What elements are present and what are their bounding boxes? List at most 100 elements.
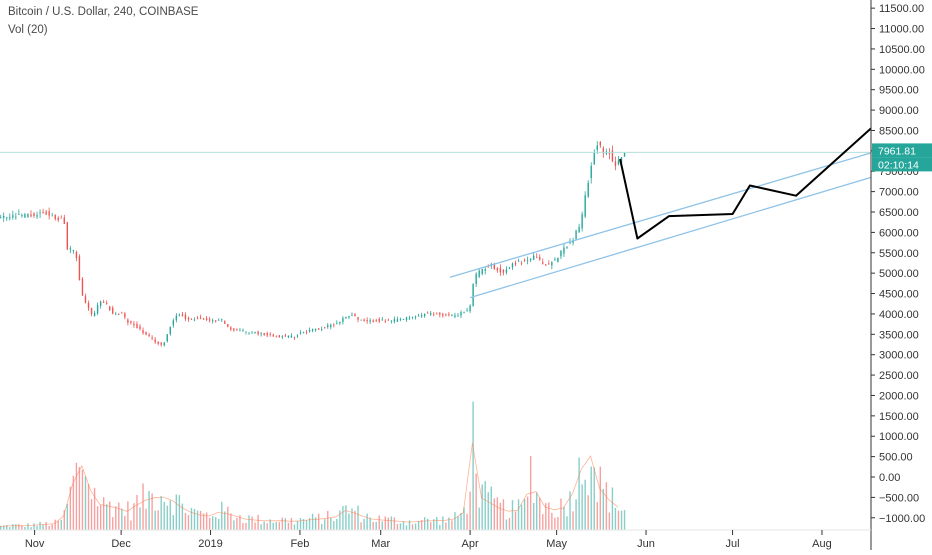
candle-body [90, 308, 93, 314]
volume-bar [221, 501, 223, 530]
volume-bar [311, 513, 314, 530]
volume-bar [327, 510, 329, 530]
candle-body [84, 296, 87, 303]
projection-path[interactable] [619, 127, 872, 240]
volume-bar [502, 499, 505, 530]
candle-body [387, 319, 390, 321]
candle-body [342, 317, 344, 322]
volume-bar [433, 519, 435, 530]
volume-bar [45, 522, 47, 530]
candle-body [211, 320, 214, 322]
volume-bar [109, 501, 111, 530]
candle-body [308, 330, 311, 332]
volume-bar [166, 505, 168, 530]
volume-bar [224, 511, 226, 530]
candle-body [436, 313, 438, 315]
candle-body [460, 312, 462, 316]
candle-body [517, 260, 520, 262]
candle-body [184, 314, 187, 319]
volume-bar [508, 518, 511, 530]
volume-bar [611, 487, 614, 530]
volume-bar [148, 490, 150, 530]
candle-body [142, 330, 144, 334]
volume-bar [66, 504, 69, 530]
candle-body [193, 319, 196, 321]
volume-bar [536, 492, 538, 530]
candle-body [502, 270, 505, 273]
volume-bar [190, 507, 193, 530]
candle-body [496, 268, 499, 271]
volume-bar [602, 488, 605, 530]
candle-body [266, 333, 268, 336]
volume-bar [124, 515, 126, 530]
candle-body [451, 314, 453, 316]
candle-body [27, 214, 29, 218]
candle-body [205, 318, 208, 320]
trend-channel[interactable] [449, 152, 872, 299]
candle-body [293, 337, 296, 339]
last-price-badge [872, 143, 932, 158]
projection-polyline [619, 127, 872, 240]
candle-body [584, 195, 586, 217]
candle-body [614, 161, 617, 166]
candle-body [414, 316, 417, 318]
volume-bar [230, 513, 232, 530]
candle-body [623, 153, 626, 157]
candle-body [133, 323, 135, 326]
volume-bar [48, 526, 50, 530]
candle-body [257, 331, 259, 335]
candle-body [324, 327, 326, 329]
x-tick-label: Aug [812, 538, 832, 550]
volume-bar [160, 495, 162, 530]
candle-body [60, 217, 62, 219]
volume-bar [305, 520, 308, 530]
candle-body [314, 328, 317, 331]
volume-indicator-label[interactable]: Vol (20) [8, 24, 48, 36]
volume-moving-average [0, 442, 619, 527]
volume-bar [215, 517, 217, 530]
volume-bar [99, 505, 102, 530]
candle-body [33, 213, 35, 216]
volume-bar [27, 523, 29, 530]
y-tick-label: 2000.00 [879, 390, 919, 402]
candle-body [545, 264, 547, 266]
volume-bar [314, 517, 317, 530]
volume-bar [442, 516, 444, 530]
candle-body [227, 324, 229, 327]
volume-bar [178, 495, 181, 530]
candle-body [472, 283, 474, 307]
volume-bar [372, 522, 374, 530]
volume-bar [33, 523, 35, 530]
volume-bar [260, 524, 262, 530]
volume-bar [208, 517, 211, 530]
candle-body [351, 314, 353, 316]
volume-bar [463, 507, 465, 530]
candle-body [109, 306, 111, 311]
candle-body [357, 317, 359, 320]
candle-body [348, 316, 350, 318]
x-tick-label: Mar [371, 538, 390, 550]
candle-body [369, 320, 371, 322]
candle-body [151, 337, 153, 339]
volume-bar [72, 475, 75, 530]
volume-bar [569, 491, 571, 530]
volume-bar [487, 492, 489, 530]
candle-body [215, 320, 217, 322]
candle-body [305, 331, 308, 333]
volume-bar [436, 517, 438, 530]
volume-bar [399, 523, 402, 530]
volume-bar [542, 513, 544, 530]
candle-body [405, 317, 408, 321]
candle-body [487, 266, 489, 268]
volume-bar [539, 497, 541, 530]
volume-bar [348, 513, 350, 530]
candle-body [526, 260, 529, 262]
candle-body [208, 319, 211, 321]
y-tick-label: 6500.00 [879, 207, 919, 219]
candle-body [236, 329, 238, 331]
candle-body [469, 305, 471, 312]
candle-body [42, 212, 44, 214]
volume-bar [554, 517, 556, 530]
